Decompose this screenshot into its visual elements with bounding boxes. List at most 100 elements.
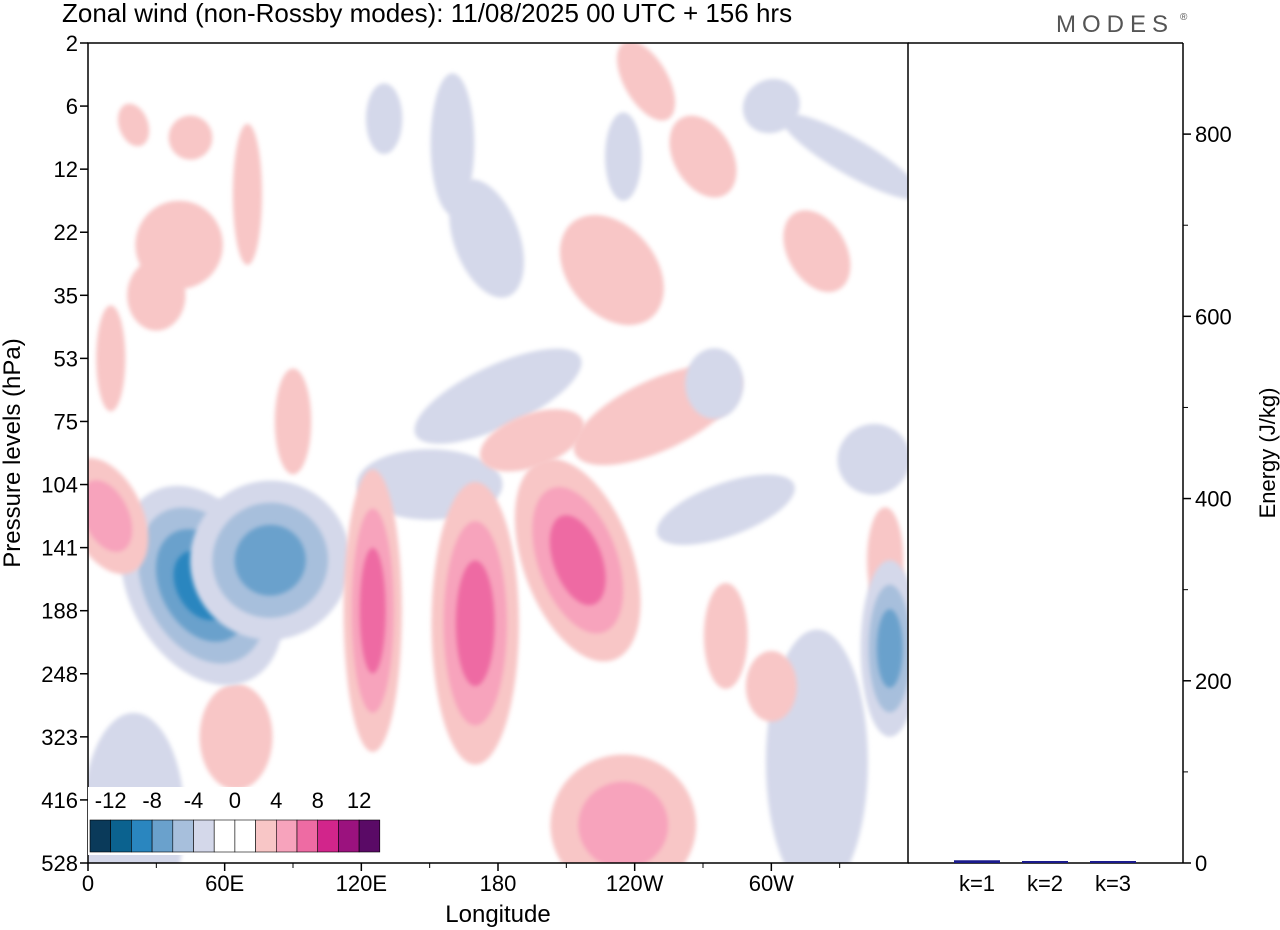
anomaly-weak-anomaly-20 <box>783 210 851 293</box>
anomaly-weak-anomaly-24 <box>480 409 585 472</box>
anomaly-pink-lower-220E <box>550 754 697 863</box>
x-axis-label: Longitude <box>445 901 550 928</box>
contour-level-0 <box>199 683 273 790</box>
contour-level-0 <box>685 348 744 419</box>
contour-level-0 <box>117 103 150 147</box>
anomaly-weak-anomaly-17 <box>127 259 186 331</box>
energy-bar-k=2 <box>1022 861 1068 863</box>
colorbar-swatch-3 <box>151 819 174 853</box>
energy-axis: 0 200 400 600 800 <box>1183 122 1232 876</box>
energy-tick-label-0: 0 <box>1195 851 1207 876</box>
anomaly-blue-east-edge <box>860 560 908 737</box>
y-tick-label-6: 75 <box>54 409 78 434</box>
anomaly-weak-anomaly-2 <box>365 83 403 155</box>
y-tick-label-8: 141 <box>41 536 78 561</box>
y-tick-label-7: 104 <box>41 473 78 498</box>
y-axis: 2 6 12 22 35 53 75 104 141 188 248 323 416 528 <box>41 31 88 876</box>
anomaly-weak-anomaly-23 <box>96 305 126 412</box>
anomaly-blue-band-east <box>190 480 351 640</box>
colorbar-swatch-7 <box>234 819 256 853</box>
y-tick-label-4: 35 <box>54 283 78 308</box>
colorbar-swatch-5 <box>193 819 215 853</box>
x-tick-label-2: 120E <box>336 871 387 896</box>
colorbar-label-5: 8 <box>312 788 324 813</box>
colorbar-label-0: -12 <box>95 788 127 813</box>
anomaly-weak-anomaly-7 <box>781 113 908 200</box>
x-tick-label-1: 60E <box>205 871 244 896</box>
anomaly-weak-anomaly-22 <box>274 368 312 475</box>
y-tick-label-0: 2 <box>66 31 78 56</box>
contour-level-0 <box>616 43 676 121</box>
anomaly-pink-230E <box>514 458 641 662</box>
colorbar-label-6: 12 <box>347 788 371 813</box>
y-tick-label-3: 22 <box>54 220 78 245</box>
contour-level-0 <box>656 474 795 546</box>
contour-level-0 <box>559 215 664 326</box>
anomaly-weak-anomaly-1 <box>168 115 213 160</box>
contour-level-0 <box>168 115 213 160</box>
colorbar-label-1: -8 <box>142 788 162 813</box>
y-axis-label: Pressure levels (hPa) <box>0 338 26 567</box>
energy-bar-k=1 <box>954 860 1000 863</box>
colorbar-swatch-9 <box>275 819 298 853</box>
colorbar-swatch-12 <box>338 819 360 853</box>
contour-level-2 <box>455 560 495 687</box>
anomaly-weak-anomaly-0 <box>117 103 150 147</box>
colorbar: -12 -8 -4 0 4 8 12 <box>88 787 382 855</box>
x-tick-label-3: 180 <box>480 871 517 896</box>
y-tick-label-5: 53 <box>54 346 78 371</box>
anomaly-pink-120E <box>343 469 402 752</box>
x-tick-label-5: 60W <box>749 871 794 896</box>
y-tick-label-10: 248 <box>41 662 78 687</box>
energy-tick-label-4: 800 <box>1195 122 1232 147</box>
contour-level-1 <box>578 781 669 863</box>
y-tick-label-12: 416 <box>41 788 78 813</box>
energy-bar-k=3 <box>1090 861 1136 863</box>
anomaly-weak-anomaly-8 <box>414 348 582 444</box>
contour-level-0 <box>781 113 908 200</box>
contour-level-0 <box>703 582 748 689</box>
colorbar-swatch-2 <box>131 819 153 853</box>
contour-level-2 <box>549 515 606 606</box>
colorbar-swatch-10 <box>296 819 319 853</box>
y-tick-label-2: 12 <box>54 157 78 182</box>
colorbar-label-4: 4 <box>270 788 282 813</box>
y-tick-label-9: 188 <box>41 599 78 624</box>
contour-level-0 <box>430 73 475 215</box>
anomaly-weak-anomaly-15 <box>703 582 748 689</box>
x-tick-label-4: 120W <box>606 871 664 896</box>
contour-level-0 <box>449 179 524 298</box>
anomaly-weak-anomaly-14 <box>199 683 273 790</box>
contour-level-0 <box>96 305 126 412</box>
anomaly-weak-anomaly-11 <box>656 474 795 546</box>
colorbar-label-3: 0 <box>229 788 241 813</box>
contour-level-1 <box>88 480 133 552</box>
colorbar-swatch-0 <box>89 819 112 853</box>
colorbar-swatch-8 <box>255 819 277 853</box>
anomaly-weak-anomaly-19 <box>559 215 664 326</box>
energy-tick-label-3: 600 <box>1195 304 1232 329</box>
anomaly-weak-anomaly-28 <box>605 112 642 201</box>
energy-category-label-2: k=3 <box>1095 871 1131 896</box>
colorbar-swatch-11 <box>317 819 339 853</box>
anomaly-weak-anomaly-5 <box>669 115 737 198</box>
colorbar-swatch-1 <box>110 819 132 853</box>
contour-level-0 <box>365 83 403 155</box>
contour-level-0 <box>480 409 585 472</box>
contour-level-0 <box>783 210 851 293</box>
contour-level-2 <box>234 524 306 596</box>
anomaly-pink-upper-0E <box>88 457 149 575</box>
anomaly-weak-anomaly-4 <box>616 43 676 121</box>
anomaly-pink-170E <box>431 482 519 765</box>
energy-category-label-0: k=1 <box>959 871 995 896</box>
colorbar-label-2: -4 <box>184 788 204 813</box>
anomaly-weak-anomaly-3 <box>449 179 524 298</box>
colorbar-swatch-4 <box>172 819 194 853</box>
contour-level-2 <box>876 609 903 688</box>
energy-tick-label-2: 400 <box>1195 487 1232 512</box>
anomaly-weak-anomaly-21 <box>232 123 263 266</box>
chart-title: Zonal wind (non-Rossby modes): 11/08/202… <box>62 0 792 28</box>
anomaly-weak-anomaly-26 <box>745 651 797 722</box>
contour-level-0 <box>127 259 186 331</box>
